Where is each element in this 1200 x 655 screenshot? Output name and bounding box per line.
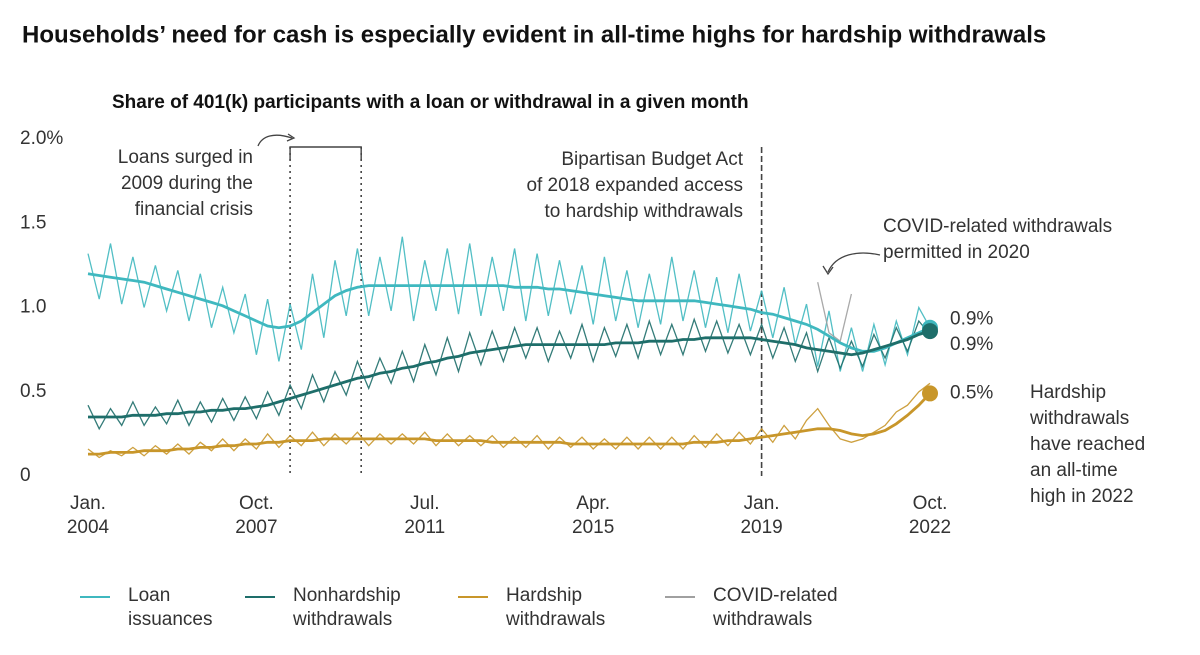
legend-label: Hardship withdrawals [506,585,606,630]
annotation: financial crisis [135,199,253,220]
end-label: 0.9% [950,334,993,355]
y-tick-label: 1.5 [20,212,46,233]
annotation: 2009 during the [121,173,253,194]
legend-label: COVID-related withdrawals [713,585,838,630]
annotation: high in 2022 [1030,486,1134,507]
x-tick-label: Jul. 2011 [404,493,446,538]
trend-line [88,329,931,419]
chart-subtitle: Share of 401(k) participants with a loan… [112,92,749,113]
end-label: 0.9% [950,309,993,330]
annotation: an all-time [1030,460,1118,481]
annotation: withdrawals [1029,408,1129,429]
annotation: have reached [1030,434,1145,455]
x-tick-label: Jan. 2004 [66,493,110,538]
annotation: of 2018 expanded access [526,175,743,196]
chart-title: Households’ need for cash is especially … [22,21,1046,48]
annotation: Loans surged in [118,147,253,168]
annotation-arrow [827,252,881,273]
series-line [87,236,931,372]
legend-label: Loan issuances [128,585,213,630]
annotation: COVID-related withdrawals [883,216,1112,237]
end-dot [922,323,938,340]
arrow-head [822,265,834,276]
x-tick-label: Jan. 2019 [740,493,783,538]
trend-line [88,392,932,456]
annotation: Bipartisan Budget Act [561,149,743,170]
legend-label: Nonhardship withdrawals [293,585,401,630]
y-tick-label: 1.0 [20,297,46,318]
end-label: 0.5% [950,382,993,403]
annotation: Hardship [1030,382,1106,403]
annotation: to hardship withdrawals [544,201,743,222]
x-tick-label: Apr. 2015 [572,493,615,538]
series-line [817,282,853,343]
x-tick-label: Oct. 2007 [235,493,278,538]
arrow-head [286,133,296,142]
y-tick-label: 0.5 [20,381,46,402]
end-dot [922,385,938,402]
annotation-arrow [257,134,293,147]
bracket [289,146,362,160]
series-line [87,317,931,431]
trend-line [87,272,931,353]
y-tick-label: 2.0% [20,128,63,149]
annotation: permitted in 2020 [883,242,1030,263]
x-tick-label: Oct. 2022 [908,493,952,538]
y-tick-label: 0 [20,465,31,486]
